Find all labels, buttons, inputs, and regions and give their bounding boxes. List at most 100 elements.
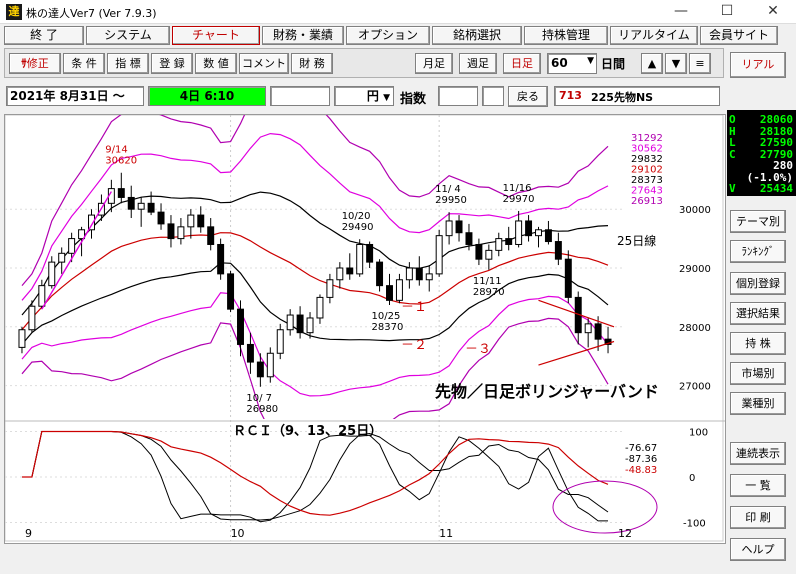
menu-exit[interactable]: 終 了 <box>4 26 84 45</box>
rci-subtitle: ＲＣＩ（9、13、25日） <box>233 423 382 439</box>
selection-result-button[interactable]: 選択結果 <box>730 302 786 325</box>
back-button[interactable]: 戻る <box>508 86 548 107</box>
candle-up <box>445 220 453 237</box>
list-button[interactable]: 一 覧 <box>730 474 786 497</box>
candle-up <box>405 267 413 281</box>
individual-register-button[interactable]: 個別登録 <box>730 272 786 295</box>
menu-stock-select[interactable]: 銘柄選択 <box>432 26 522 45</box>
candle-down <box>197 214 205 228</box>
annotation-price: 26980 <box>246 404 278 415</box>
ohlc-value: 27590 <box>759 136 793 149</box>
x-tick-label: 12 <box>618 527 632 540</box>
band-legend-value: 29102 <box>631 165 663 176</box>
chart-title: 先物／日足ボリンジャーバンド <box>435 382 659 401</box>
holdings-button[interactable]: 持 株 <box>730 332 786 355</box>
candle-up <box>88 214 95 231</box>
candle-up <box>187 214 195 228</box>
ranking-button[interactable]: ﾗﾝｷﾝｸﾞ <box>730 240 786 263</box>
candle-down <box>465 232 473 245</box>
band-legend-value: 31292 <box>631 133 663 144</box>
register-button[interactable]: 登 録 <box>151 53 193 74</box>
price-tick-label: 28000 <box>679 323 711 334</box>
realtime-button[interactable]: リアル <box>730 52 786 78</box>
menu-holdings[interactable]: 持株管理 <box>524 26 608 45</box>
annotation-date: 10/20 <box>342 211 371 222</box>
continuous-display-button[interactable]: 連続表示 <box>730 442 786 465</box>
period-select[interactable]: 60 ▼ <box>547 53 597 74</box>
chevron-down-icon: ▼ <box>383 93 390 103</box>
start-date-field[interactable]: 2021年 8月31日 ～ <box>6 86 144 106</box>
edit-button[interactable]: ｻ修正 <box>9 53 61 74</box>
symbol-field[interactable]: 713 225先物NS <box>554 86 720 106</box>
x-tick-label: 11 <box>439 527 453 540</box>
values-button[interactable]: 数 値 <box>195 53 237 74</box>
period-label: 日間 <box>601 57 626 71</box>
minimize-button[interactable]: — <box>674 3 688 19</box>
band-legend-value: 27643 <box>631 186 663 197</box>
blank-field-2 <box>438 86 478 106</box>
candle-up <box>276 329 284 354</box>
band-minus3-line <box>21 317 609 419</box>
ohlc-value: 280 <box>773 159 793 172</box>
candle-down <box>415 267 423 281</box>
indicator-button[interactable]: 指 標 <box>107 53 149 74</box>
comment-button[interactable]: コメント <box>239 53 289 74</box>
annotation-price: 30620 <box>105 156 137 167</box>
ohlc-label: L <box>729 136 736 149</box>
finance-button[interactable]: 財 務 <box>291 53 333 74</box>
price-chart[interactable]: 9/14 30620 10/20 29490 11/ 4 29950 11/16 29970 1… <box>4 114 726 544</box>
annotation-date: 10/ 7 <box>246 393 272 404</box>
candle-down <box>564 258 572 298</box>
candle-up <box>485 249 493 260</box>
band-minus2-line <box>21 292 609 397</box>
industry-button[interactable]: 業種別 <box>730 392 786 415</box>
daily-button[interactable]: 日足 <box>503 53 541 74</box>
maximize-button[interactable]: ☐ <box>720 3 734 19</box>
help-button[interactable]: ヘルプ <box>730 538 786 561</box>
candle-down <box>237 308 244 345</box>
scroll-down-button[interactable]: ▼ <box>665 53 687 74</box>
annotation-price: 29970 <box>503 194 535 205</box>
annotation-date: 11/ 4 <box>435 184 461 195</box>
blank-field-3 <box>482 86 504 106</box>
currency-select[interactable]: 円 ▼ <box>334 86 394 106</box>
candle-down <box>525 220 533 237</box>
candle-down <box>147 202 155 213</box>
menu-realtime[interactable]: リアルタイム <box>610 26 698 45</box>
candle-up <box>515 220 523 245</box>
ma25-label: 25日線 <box>617 233 656 248</box>
annotation-price: 28370 <box>372 322 404 333</box>
condition-button[interactable]: 条 件 <box>63 53 105 74</box>
ohlc-label: V <box>729 182 736 195</box>
weekly-button[interactable]: 週足 <box>459 53 497 74</box>
band-legend-value: 29832 <box>631 154 663 165</box>
menu-chart[interactable]: チャート <box>172 26 260 45</box>
band-legend-value: 28373 <box>631 175 663 186</box>
edit-button-label: 修正 <box>26 57 49 70</box>
candle-up <box>535 229 542 237</box>
rci-legend-value: -48.83 <box>625 465 657 476</box>
candle-up <box>326 279 334 298</box>
theme-button[interactable]: テーマ別 <box>730 210 786 233</box>
close-button[interactable]: ✕ <box>767 3 779 19</box>
menu-icon[interactable]: ≡ <box>689 53 711 74</box>
monthly-button[interactable]: 月足 <box>415 53 453 74</box>
scroll-up-button[interactable]: ▲ <box>641 53 663 74</box>
candle-up <box>584 323 592 334</box>
window-title: 株の達人Ver7 (Ver 7.9.3) <box>26 7 157 20</box>
period-value: 60 <box>551 56 568 70</box>
candle-down <box>227 273 235 310</box>
candle-up <box>356 243 364 275</box>
menu-finance[interactable]: 財務・業績 <box>262 26 344 45</box>
candle-up <box>306 317 314 334</box>
menu-options[interactable]: オプション <box>346 26 430 45</box>
x-tick-label: 10 <box>231 527 245 540</box>
print-button[interactable]: 印 刷 <box>730 506 786 529</box>
symbol-code: 713 <box>559 89 582 102</box>
menu-system[interactable]: システム <box>86 26 170 45</box>
market-button[interactable]: 市場別 <box>730 362 786 385</box>
candle-down <box>475 243 483 260</box>
rci-legend-value: -76.67 <box>625 443 657 454</box>
menu-member-site[interactable]: 会員サイト <box>700 26 778 45</box>
candle-down <box>594 323 602 340</box>
